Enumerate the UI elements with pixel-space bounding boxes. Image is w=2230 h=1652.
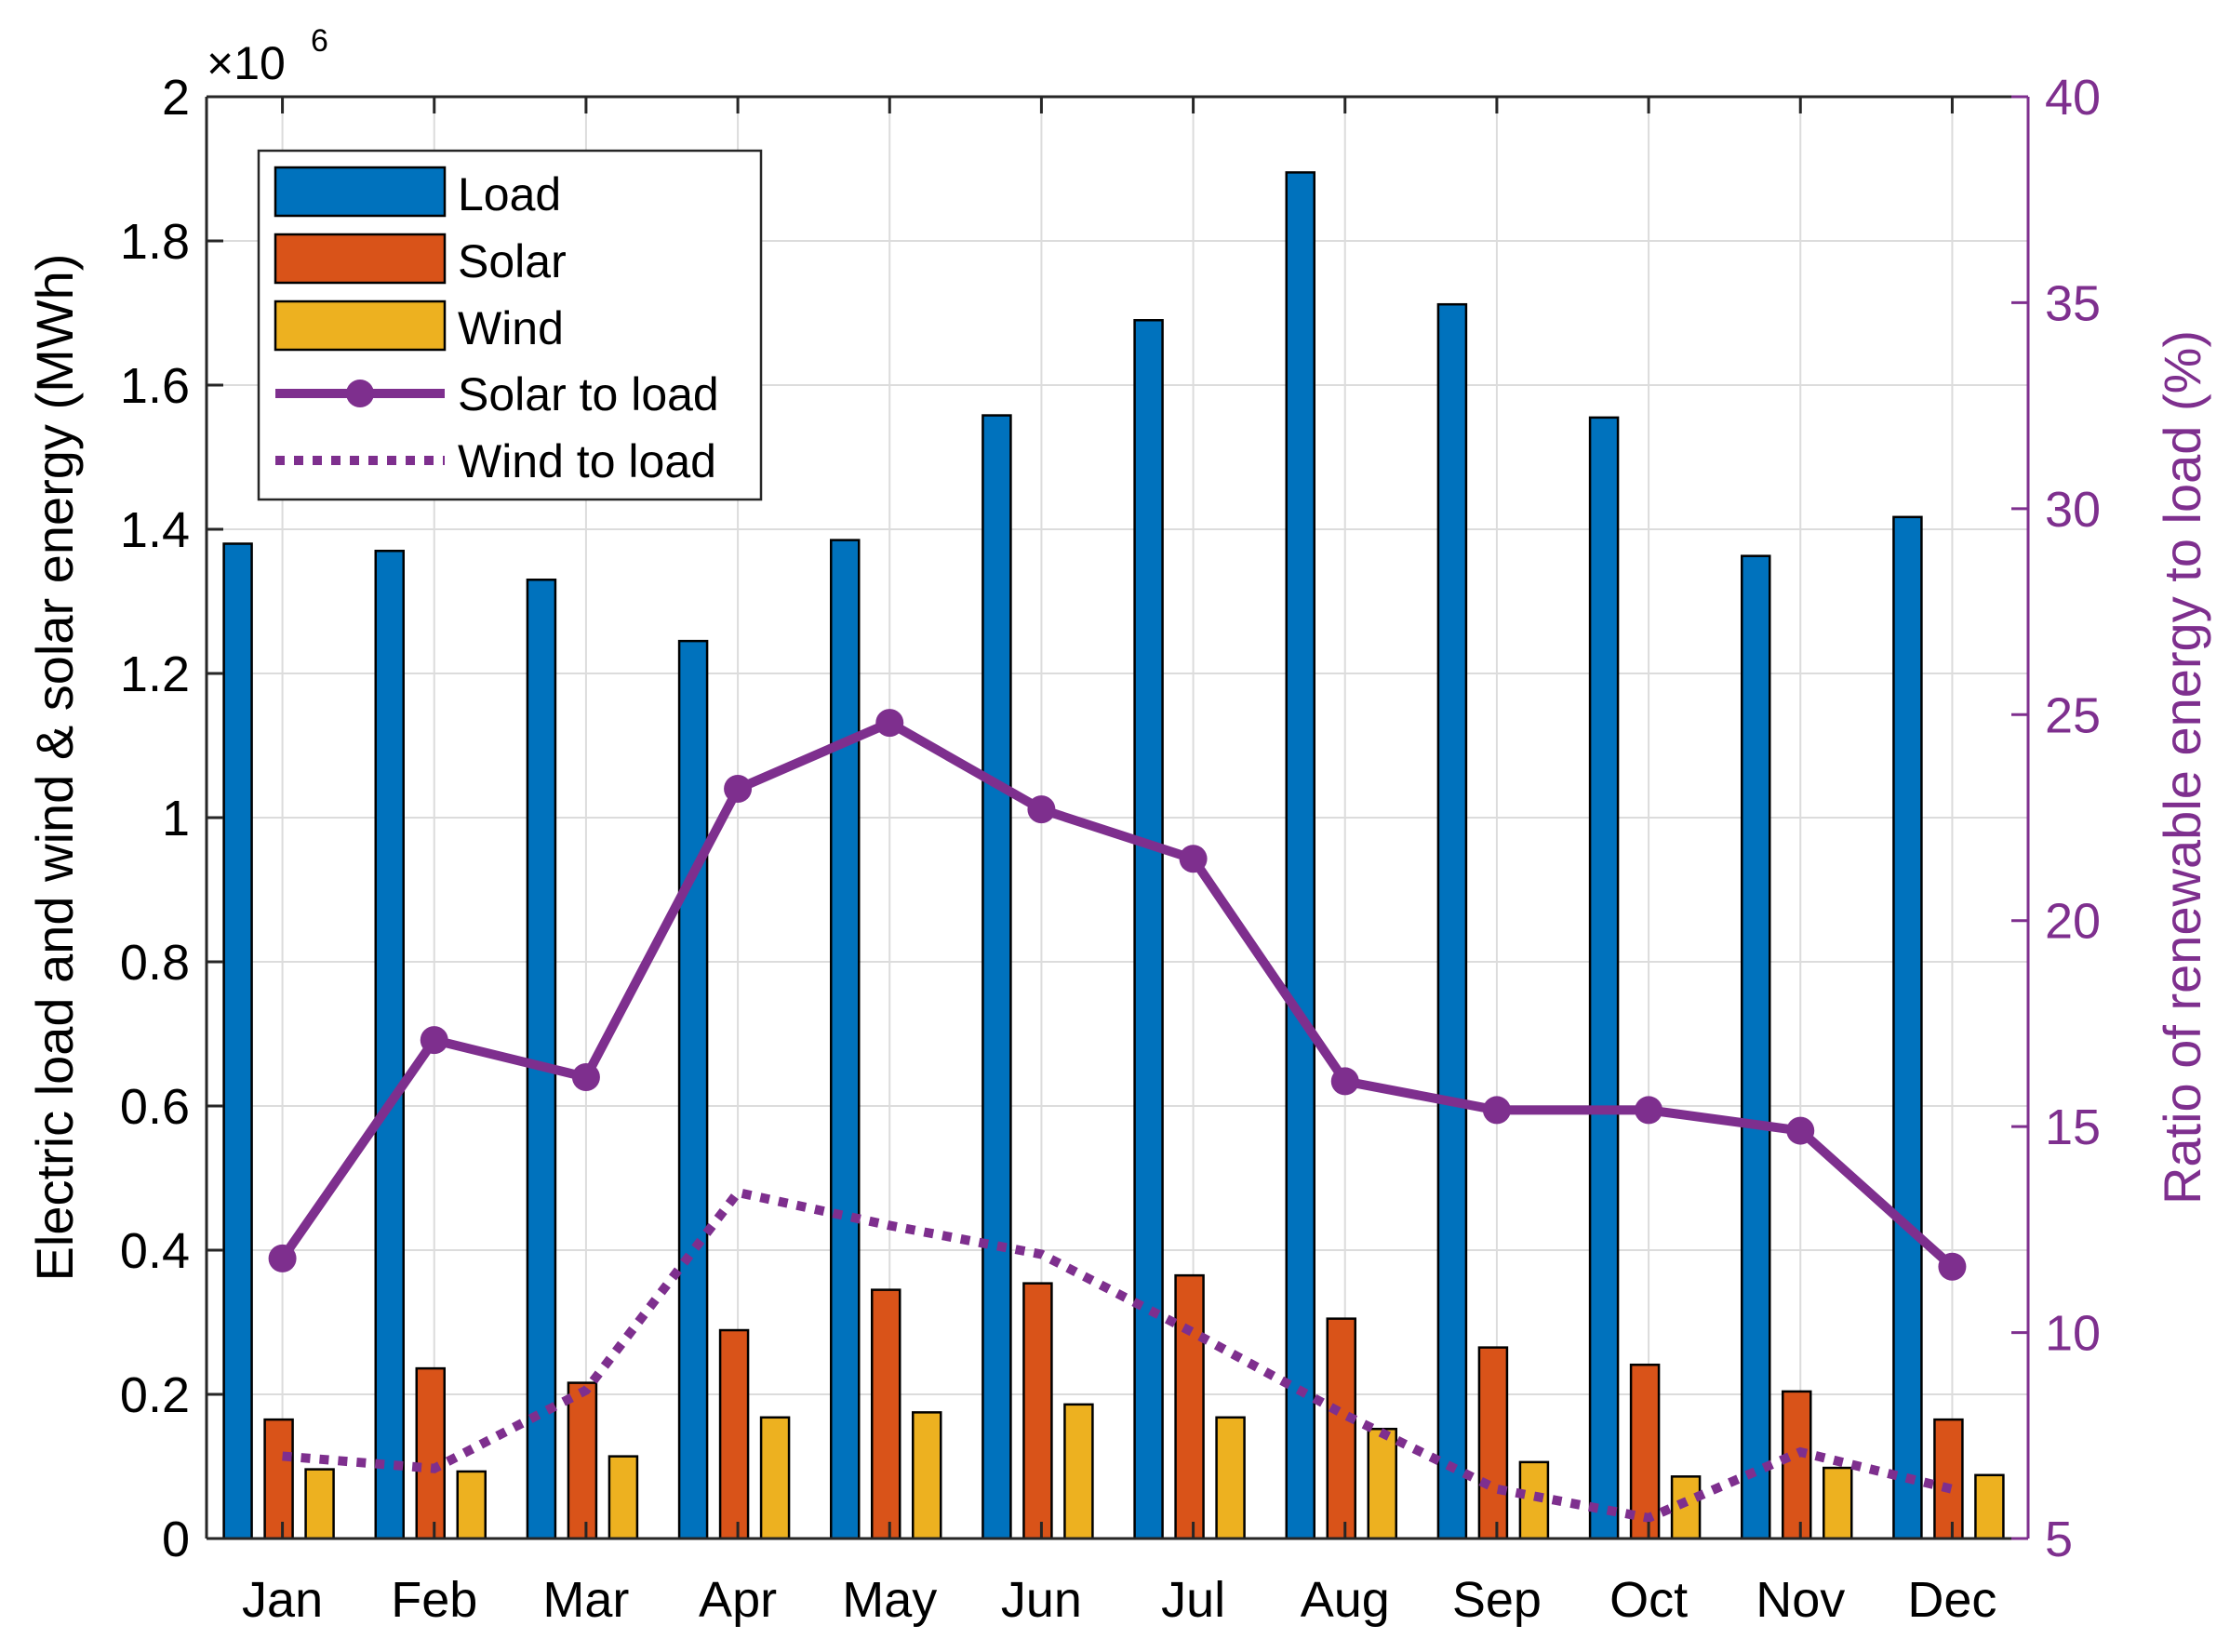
y-tick-label-left: 1.8 [120,214,190,270]
bar-load-dec [1892,515,1923,1540]
y-tick-label-right: 35 [2045,275,2101,331]
bars [222,171,2005,1540]
x-tick-label: Jul [1161,1572,1225,1628]
legend-label-solar-to-load: Solar to load [458,368,719,420]
legend-swatch-wind [274,300,447,352]
bar-solar-feb [415,1366,446,1540]
x-tick-label: Jun [1001,1572,1082,1628]
legend-swatch-solar [274,233,447,285]
y-exponent-label: ×10 6 [207,23,328,89]
x-tick-label: Aug [1301,1572,1390,1628]
bar-load-may [830,539,861,1540]
axes [205,95,2030,1540]
bar-solar-apr [718,1328,750,1540]
y-tick-label-left: 2 [162,70,190,126]
marker-solar-to-load-jul [1179,845,1208,873]
y-tick-label-right: 5 [2045,1512,2073,1567]
bar-load-jun [981,414,1012,1540]
legend-label-load: Load [458,168,561,220]
x-tick-label: May [842,1572,937,1628]
bar-wind-feb [456,1470,487,1540]
x-tick-label: Dec [1907,1572,1996,1628]
bar-wind-dec [1974,1473,2005,1540]
y-exponent-base: ×10 [207,37,286,89]
y-tick-label-left: 1.6 [120,358,190,414]
bar-wind-apr [759,1416,791,1540]
marker-solar-to-load-nov [1786,1116,1815,1145]
bar-solar-jan [263,1418,294,1540]
bar-load-feb [374,550,405,1540]
line-wind-to-load [282,1187,1954,1524]
x-tick-label: Feb [391,1572,477,1628]
bar-wind-jul [1215,1416,1246,1540]
bar-solar-dec [1933,1418,1964,1540]
bar-wind-nov [1823,1466,1853,1540]
y-tick-label-left: 1 [162,791,190,846]
y-tick-label-left: 0.4 [120,1223,190,1279]
lines [268,709,1967,1524]
marker-solar-to-load-jan [268,1244,297,1272]
y-tick-label-left: 1.4 [120,502,190,558]
bar-wind-jun [1063,1403,1094,1540]
x-tick-label: Mar [542,1572,629,1628]
ticks: 00.20.40.60.811.21.41.61.825101520253035… [120,70,2101,1628]
y-tick-label-left: 1.2 [120,646,190,702]
bar-load-oct [1588,416,1620,1540]
x-tick-label: Nov [1756,1572,1845,1628]
bar-load-apr [677,639,709,1540]
y-tick-label-left: 0.8 [120,935,190,991]
x-tick-label: Sep [1452,1572,1542,1628]
bar-load-aug [1285,171,1315,1540]
legend-label-wind: Wind [458,302,564,354]
bar-solar-mar [567,1381,598,1540]
legend-swatch-load [274,166,447,218]
bar-load-nov [1741,554,1771,1540]
marker-solar-to-load-dec [1938,1252,1967,1281]
bar-solar-may [871,1288,901,1540]
marker-solar-to-load-oct [1635,1096,1663,1125]
x-tick-label: Apr [699,1572,777,1628]
bar-wind-oct [1670,1475,1702,1540]
marker-solar-to-load-feb [420,1026,448,1055]
y-tick-label-right: 30 [2045,482,2101,538]
y-tick-label-right: 10 [2045,1306,2101,1362]
x-tick-label: Jan [242,1572,323,1628]
line-solar-to-load [278,718,1956,1271]
bar-wind-mar [608,1455,639,1540]
y-axis-label-left: Electric load and wind & solar energy (M… [25,254,84,1282]
marker-solar-to-load-jun [1027,795,1056,824]
y-tick-label-left: 0 [162,1512,190,1567]
bar-solar-aug [1326,1317,1356,1540]
bar-solar-jun [1022,1282,1053,1540]
marker-solar-to-load-mar [571,1063,600,1091]
x-tick-label: Oct [1609,1572,1688,1628]
bar-wind-jan [304,1468,335,1540]
y-exponent-power: 6 [311,23,328,59]
legend-label-solar: Solar [458,235,567,287]
y-tick-label-right: 40 [2045,70,2101,126]
bar-load-sep [1436,302,1468,1540]
marker-solar-to-load-may [875,709,904,738]
marker-solar-to-load-apr [724,775,753,803]
y-tick-label-right: 25 [2045,687,2101,743]
y-tick-label-right: 20 [2045,894,2101,950]
bar-wind-may [912,1411,942,1540]
bar-load-jul [1133,319,1164,1540]
marker-solar-to-load-aug [1330,1067,1359,1096]
legend-label-wind-to-load: Wind to load [458,435,716,487]
y-tick-label-left: 0.2 [120,1367,190,1423]
bar-load-jan [222,542,253,1540]
bar-solar-nov [1782,1390,1812,1540]
y-tick-label-right: 15 [2045,1099,2101,1155]
legend-marker-solar-to-load [346,380,374,407]
bar-solar-sep [1477,1346,1509,1540]
legend: Load Solar Wind Solar to load Wind to lo… [257,149,763,501]
y-axis-label-right: Ratio of renewable energy to load (%) [2153,330,2211,1205]
marker-solar-to-load-sep [1482,1096,1511,1125]
y-tick-label-left: 0.6 [120,1079,190,1135]
bar-wind-aug [1367,1427,1397,1540]
bar-solar-jul [1174,1273,1205,1540]
